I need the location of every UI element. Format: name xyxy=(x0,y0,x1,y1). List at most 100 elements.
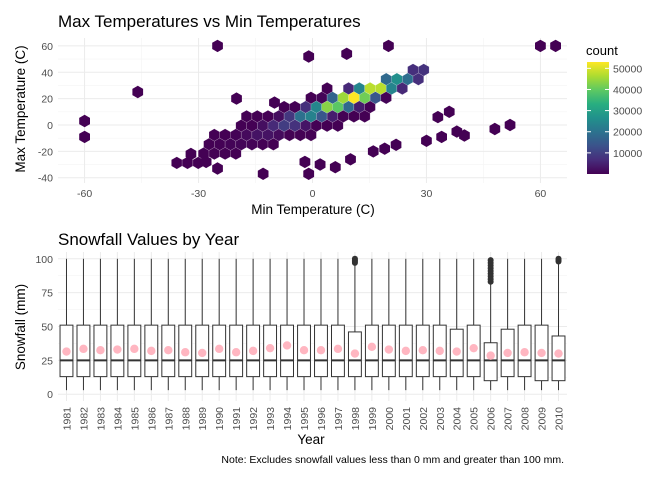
mean-point xyxy=(265,343,275,353)
box-1985 xyxy=(127,258,142,391)
box-2001 xyxy=(398,258,413,391)
top-y-tick-label: -40 xyxy=(38,173,53,185)
bottom-x-tick-label: 2008 xyxy=(520,407,532,431)
bottom-x-tick-label: 1982 xyxy=(78,407,90,431)
bottom-x-tick-label: 1996 xyxy=(316,407,328,431)
hexbin-cell xyxy=(212,162,223,175)
bottom-x-tick-label: 1985 xyxy=(129,407,141,431)
bottom-x-tick-label: 1997 xyxy=(333,407,345,431)
box-1990 xyxy=(212,258,227,391)
mean-point xyxy=(520,348,529,357)
bottom-x-tick-label: 1995 xyxy=(299,407,311,431)
legend-tick-label: 20000 xyxy=(613,127,642,139)
hexbin-cell xyxy=(79,130,90,144)
mean-point xyxy=(418,346,427,355)
top-y-tick-label: 40 xyxy=(41,67,53,79)
outlier-point xyxy=(487,257,494,264)
box-1982 xyxy=(76,258,91,391)
box-1997 xyxy=(331,258,345,391)
box-1981 xyxy=(59,258,74,391)
box-body xyxy=(551,335,566,382)
bottom-x-tick-label: 1993 xyxy=(265,407,277,431)
bottom-x-tick-label: 1984 xyxy=(112,407,124,431)
hexbin-cell xyxy=(550,39,561,53)
bottom-x-tick-label: 1998 xyxy=(350,407,362,431)
mean-point xyxy=(113,345,122,354)
hexbin-cell xyxy=(421,134,432,147)
hexbin-cell xyxy=(436,130,447,144)
hexbin-cells xyxy=(79,39,561,180)
box-1983 xyxy=(93,258,108,391)
hexbin-cell xyxy=(332,119,344,133)
top-y-tick-label: 20 xyxy=(41,94,53,106)
bottom-x-tick-label: 2009 xyxy=(537,407,549,431)
hexbin-cell xyxy=(329,161,341,174)
bottom-y-tick-label: 0 xyxy=(47,389,53,401)
mean-point xyxy=(401,346,411,356)
top-x-tick-label: -60 xyxy=(77,188,92,200)
bottom-x-tick-label: 1986 xyxy=(146,407,158,431)
top-x-tick-label: 0 xyxy=(310,188,316,200)
box-2002 xyxy=(415,258,430,391)
hexbin-cell xyxy=(535,39,546,53)
top-y-tick-label: 60 xyxy=(41,41,53,53)
box-1989 xyxy=(195,258,210,391)
top-x-tick-label: 30 xyxy=(421,188,433,200)
hexbin-cell xyxy=(305,128,317,142)
bottom-y-tick-label: 50 xyxy=(41,322,53,334)
top-x-tick-label: 60 xyxy=(535,188,547,200)
hexbin-cell xyxy=(459,129,470,142)
box-1987 xyxy=(161,258,176,391)
bottom-x-tick-label: 2001 xyxy=(401,407,413,431)
snowfall-boxplot-chart: Snowfall Values by Year 0 25 50 75 100 1981 1… xyxy=(13,230,567,466)
mean-point xyxy=(299,346,309,355)
mean-point xyxy=(96,346,105,355)
outlier-point xyxy=(555,255,562,262)
hexbin-cell xyxy=(303,50,315,63)
legend-tick-label: 30000 xyxy=(613,106,642,118)
box-1991 xyxy=(229,258,244,391)
mean-point xyxy=(62,347,71,356)
box-1984 xyxy=(110,258,125,391)
mean-point xyxy=(333,344,343,354)
mean-point xyxy=(198,348,207,358)
bottom-y-tick-label: 100 xyxy=(35,254,53,266)
legend-colorbar xyxy=(587,62,609,174)
mean-point xyxy=(147,346,156,356)
mean-point xyxy=(537,348,546,358)
hexbin-cell xyxy=(267,137,280,151)
box-2007 xyxy=(500,258,515,391)
mean-point xyxy=(248,346,258,356)
bottom-x-tick-label: 1994 xyxy=(282,407,294,431)
boxplot-marks xyxy=(59,255,566,391)
box-1986 xyxy=(144,258,159,391)
box-2006 xyxy=(483,257,498,391)
bottom-x-tick-label: 2002 xyxy=(418,407,430,431)
box-2005 xyxy=(466,258,481,391)
top-x-axis-title: Min Temperature (C) xyxy=(251,202,375,217)
mean-point xyxy=(282,341,292,350)
box-1993 xyxy=(263,258,278,391)
top-y-tick-label: 0 xyxy=(47,120,53,132)
mean-point xyxy=(130,344,139,354)
mean-point xyxy=(181,348,190,357)
hexbin-cell xyxy=(390,138,402,151)
box-body xyxy=(280,324,294,378)
mean-point xyxy=(350,349,360,358)
legend-title: count xyxy=(586,43,618,58)
temperature-hexbin-chart: Max Temperatures vs Min Temperatures -60… xyxy=(13,12,642,217)
bottom-x-tick-label: 2003 xyxy=(435,407,447,431)
mean-point xyxy=(452,347,461,356)
bottom-x-tick-label: 1981 xyxy=(61,407,73,431)
mean-point xyxy=(486,351,495,360)
color-legend: count 10000 20000 30000 40000 50000 xyxy=(586,43,642,174)
bottom-x-tick-label: 1988 xyxy=(180,407,192,431)
hexbin-cell xyxy=(200,155,212,169)
hexbin-cell xyxy=(303,167,315,180)
hexbin-cell xyxy=(299,155,311,169)
caption-note: Note: Excludes snowfall values less than… xyxy=(221,454,564,466)
bottom-y-axis-title: Snowfall (mm) xyxy=(13,284,28,370)
bottom-x-tick-label: 2010 xyxy=(554,407,566,431)
